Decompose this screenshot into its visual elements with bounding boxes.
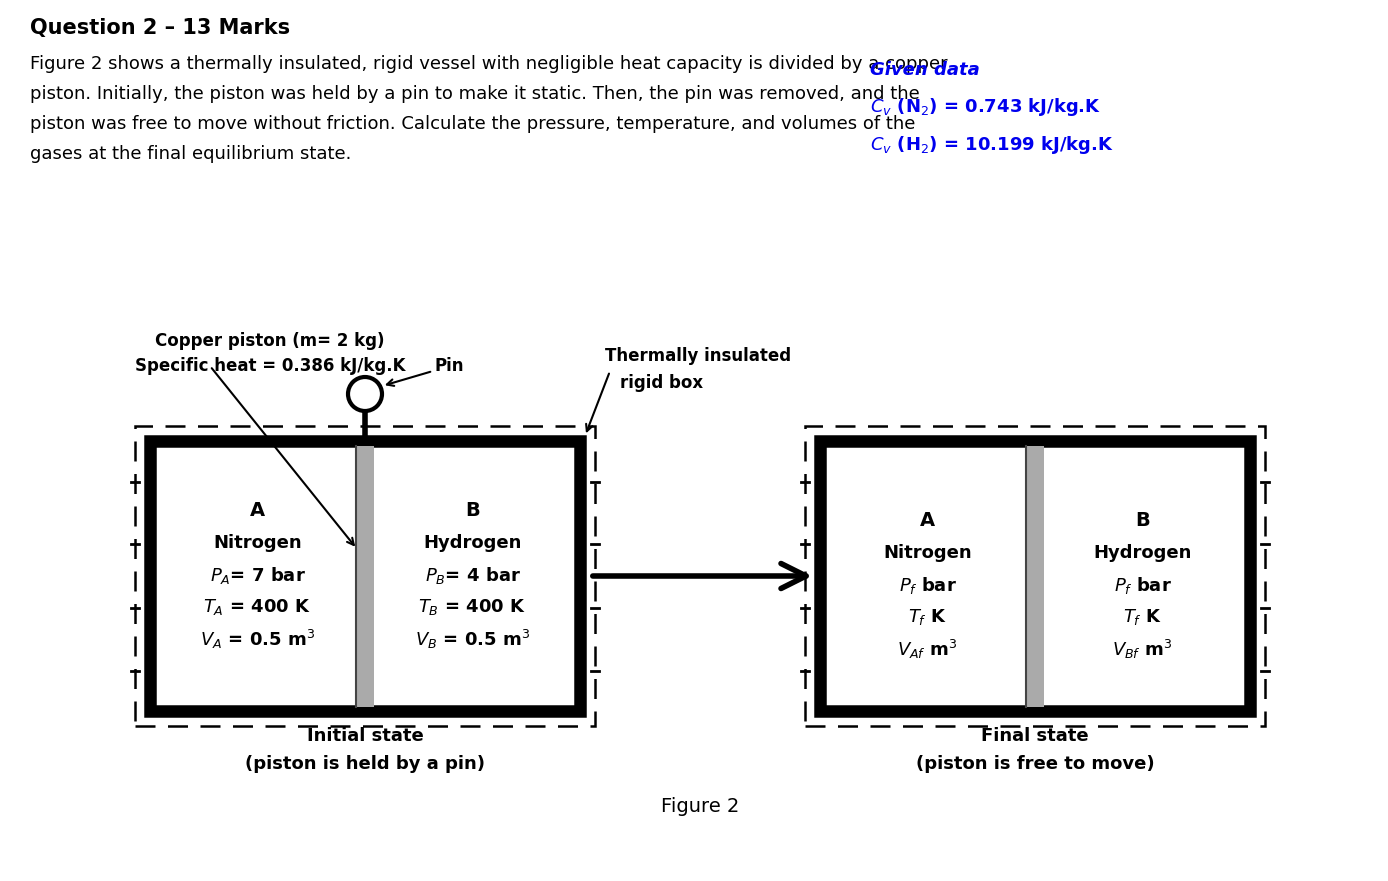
- Text: Nitrogen: Nitrogen: [214, 534, 301, 552]
- Bar: [805, 426, 1264, 726]
- Text: gases at the final equilibrium state.: gases at the final equilibrium state.: [31, 145, 351, 163]
- Text: Pin: Pin: [434, 357, 465, 375]
- Text: piston was free to move without friction. Calculate the pressure, temperature, a: piston was free to move without friction…: [31, 115, 915, 133]
- Circle shape: [348, 377, 382, 411]
- Text: $T_A$ = 400 K: $T_A$ = 400 K: [204, 597, 311, 617]
- Bar: [355, 446, 373, 707]
- Text: Figure 2: Figure 2: [661, 796, 740, 816]
- Text: $V_A$ = 0.5 m$^3$: $V_A$ = 0.5 m$^3$: [200, 627, 315, 650]
- Bar: [150, 441, 580, 711]
- Text: Hydrogen: Hydrogen: [423, 534, 522, 552]
- Text: $C_v$ (H$_2$) = 10.199 kJ/kg.K: $C_v$ (H$_2$) = 10.199 kJ/kg.K: [870, 134, 1113, 156]
- Text: Specific heat = 0.386 kJ/kg.K: Specific heat = 0.386 kJ/kg.K: [135, 357, 405, 375]
- Text: $P_B$= 4 bar: $P_B$= 4 bar: [425, 565, 520, 586]
- Text: $C_v$ (N$_2$) = 0.743 kJ/kg.K: $C_v$ (N$_2$) = 0.743 kJ/kg.K: [870, 96, 1101, 118]
- Text: Initial state: Initial state: [307, 727, 423, 745]
- Text: Figure 2 shows a thermally insulated, rigid vessel with negligible heat capacity: Figure 2 shows a thermally insulated, ri…: [31, 55, 948, 73]
- Bar: [1026, 446, 1044, 707]
- Text: A: A: [250, 501, 265, 521]
- Text: $V_B$ = 0.5 m$^3$: $V_B$ = 0.5 m$^3$: [415, 627, 530, 650]
- Text: Copper piston (m= 2 kg): Copper piston (m= 2 kg): [155, 332, 384, 350]
- Text: (piston is free to move): (piston is free to move): [916, 755, 1155, 773]
- Text: $P_f$ bar: $P_f$ bar: [898, 574, 956, 596]
- Text: B: B: [1135, 512, 1149, 530]
- Text: rigid box: rigid box: [620, 374, 704, 392]
- Text: $P_f$ bar: $P_f$ bar: [1113, 574, 1171, 596]
- Text: $V_{Bf}$ m$^3$: $V_{Bf}$ m$^3$: [1112, 638, 1173, 661]
- Text: $P_A$= 7 bar: $P_A$= 7 bar: [210, 565, 305, 586]
- Bar: [135, 426, 595, 726]
- Text: $T_B$ = 400 K: $T_B$ = 400 K: [418, 597, 526, 617]
- Bar: [820, 441, 1251, 711]
- Text: Nitrogen: Nitrogen: [883, 544, 972, 562]
- Text: piston. Initially, the piston was held by a pin to make it static. Then, the pin: piston. Initially, the piston was held b…: [31, 85, 920, 103]
- Text: $T_f$ K: $T_f$ K: [908, 607, 947, 627]
- Text: $T_f$ K: $T_f$ K: [1123, 607, 1162, 627]
- Text: A: A: [920, 512, 936, 530]
- Text: Thermally insulated: Thermally insulated: [605, 347, 791, 365]
- Text: Final state: Final state: [981, 727, 1088, 745]
- Text: Given data: Given data: [870, 61, 980, 79]
- Text: $V_{Af}$ m$^3$: $V_{Af}$ m$^3$: [898, 638, 958, 661]
- Text: B: B: [465, 501, 480, 521]
- Text: Question 2 – 13 Marks: Question 2 – 13 Marks: [31, 18, 290, 38]
- Text: (piston is held by a pin): (piston is held by a pin): [246, 755, 484, 773]
- Text: Hydrogen: Hydrogen: [1094, 544, 1192, 562]
